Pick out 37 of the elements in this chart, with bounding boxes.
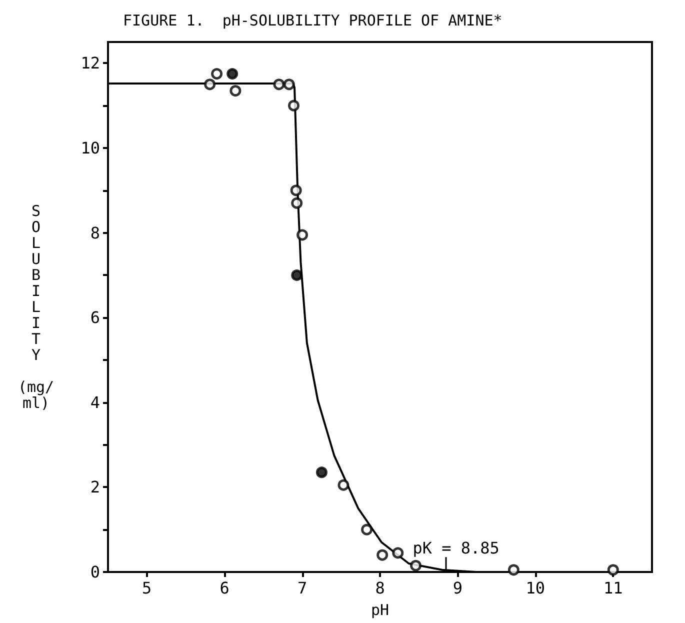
point bbox=[283, 78, 295, 90]
chart-title: FIGURE 1. pH-SOLUBILITY PROFILE OF AMINE* bbox=[123, 12, 502, 30]
y-tick-label: 0 bbox=[90, 562, 100, 582]
y-tick-label: 8 bbox=[90, 223, 100, 242]
x-tick-label: 7 bbox=[297, 578, 308, 598]
point bbox=[376, 549, 388, 561]
x-tick-label: 5 bbox=[142, 578, 152, 598]
y-tick-label: 4 bbox=[90, 392, 100, 412]
point bbox=[230, 85, 242, 97]
point bbox=[291, 269, 303, 281]
y-tick-label: 2 bbox=[90, 478, 100, 497]
x-axis-title: pH bbox=[370, 601, 390, 619]
x-tick-label: 9 bbox=[452, 578, 463, 598]
text: SOLUBILITY (mg/ml) bbox=[18, 202, 54, 412]
point bbox=[204, 78, 216, 90]
x-tick-label: 8 bbox=[375, 578, 385, 598]
point bbox=[338, 479, 350, 491]
point bbox=[291, 197, 303, 209]
point bbox=[361, 524, 373, 536]
point bbox=[508, 564, 520, 576]
x-tick-label: 6 bbox=[220, 578, 230, 598]
point bbox=[410, 560, 422, 572]
point bbox=[392, 547, 404, 559]
point bbox=[273, 78, 285, 90]
point bbox=[316, 466, 328, 478]
annotation: pK = 8.85 bbox=[412, 538, 500, 558]
point bbox=[226, 68, 238, 80]
y-tick-label: 6 bbox=[90, 308, 100, 328]
point bbox=[290, 184, 302, 196]
point bbox=[211, 68, 223, 80]
y-tick-label: 10 bbox=[80, 138, 100, 158]
x-tick-label: 11 bbox=[604, 578, 623, 598]
point bbox=[296, 229, 308, 241]
point bbox=[288, 100, 300, 112]
point bbox=[607, 564, 619, 576]
y-tick-label: 12 bbox=[80, 54, 100, 73]
x-tick-label: 10 bbox=[526, 578, 546, 598]
